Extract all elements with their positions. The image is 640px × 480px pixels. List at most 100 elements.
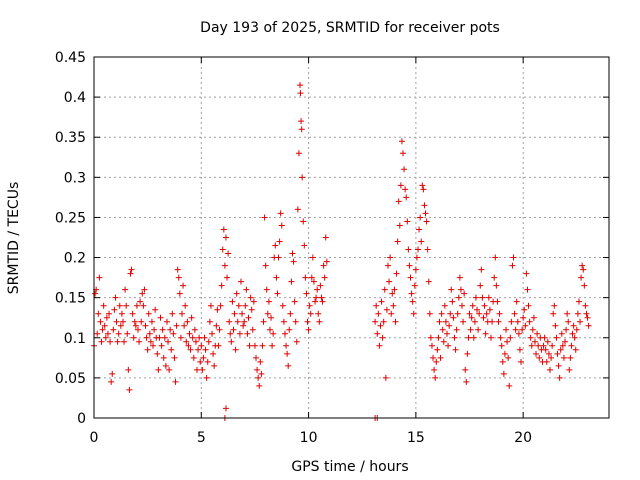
data-point (117, 322, 124, 329)
data-point (309, 254, 316, 261)
data-point (380, 318, 387, 325)
data-point (520, 314, 527, 321)
data-point (521, 306, 528, 313)
data-point (108, 378, 115, 385)
data-point (113, 318, 120, 325)
data-point (255, 374, 262, 381)
data-point (247, 294, 254, 301)
data-point (412, 266, 419, 273)
data-point (188, 314, 195, 321)
data-point (565, 318, 572, 325)
data-point (477, 282, 484, 289)
data-point (501, 350, 508, 357)
data-point (416, 226, 423, 233)
data-point (422, 210, 429, 217)
data-point (132, 322, 139, 329)
data-point (564, 310, 571, 317)
data-point (126, 386, 133, 393)
data-point (400, 150, 406, 157)
data-point (305, 326, 312, 333)
data-point (401, 166, 408, 173)
data-point (240, 322, 247, 329)
data-point (97, 318, 104, 325)
data-point (573, 326, 580, 333)
data-point (574, 310, 581, 317)
data-point (389, 290, 396, 297)
data-point (467, 326, 474, 333)
data-point (584, 314, 591, 321)
data-point (150, 342, 157, 349)
data-point (491, 274, 498, 281)
data-point (239, 310, 246, 317)
chart-title: Day 193 of 2025, SRMTID for receiver pot… (200, 20, 500, 36)
data-point (431, 366, 438, 373)
data-point (139, 290, 146, 297)
data-point (420, 186, 427, 193)
data-point (585, 322, 592, 329)
data-point (189, 334, 196, 341)
data-point (580, 266, 587, 273)
data-point (406, 262, 413, 269)
data-point (287, 310, 294, 317)
data-point (404, 218, 411, 225)
data-point (572, 346, 579, 353)
data-point (394, 238, 401, 245)
data-point (372, 318, 379, 325)
data-point (500, 370, 507, 377)
data-point (95, 310, 102, 317)
data-point (446, 322, 453, 329)
data-point (427, 334, 434, 341)
data-point (582, 302, 589, 309)
y-tick-label: 0.05 (55, 371, 86, 387)
data-point (403, 194, 410, 201)
data-point (504, 338, 511, 345)
y-tick-label: 0.1 (64, 331, 86, 347)
data-point (510, 254, 517, 261)
data-point (438, 310, 445, 317)
data-point (550, 310, 557, 317)
y-tick-label: 0.3 (64, 170, 86, 186)
data-point (156, 334, 163, 341)
data-point (297, 82, 303, 89)
data-point (434, 346, 441, 353)
data-point (203, 374, 210, 381)
data-point (245, 314, 252, 321)
data-point (115, 330, 122, 337)
data-point (577, 318, 584, 325)
data-point (92, 290, 99, 297)
data-point (486, 306, 493, 313)
data-point (231, 310, 238, 317)
data-point (177, 334, 184, 341)
data-point (263, 286, 270, 293)
data-point (411, 282, 418, 289)
plot-frame (93, 56, 610, 419)
data-point (237, 278, 244, 285)
data-point (181, 322, 188, 329)
data-point (557, 346, 564, 353)
data-point (297, 90, 304, 97)
data-point (165, 338, 172, 345)
data-point (312, 298, 319, 305)
data-point (457, 286, 464, 293)
data-point (386, 278, 393, 285)
data-point (184, 318, 191, 325)
data-point (204, 358, 211, 365)
data-point (373, 302, 380, 309)
data-point (299, 174, 306, 181)
data-point (583, 310, 590, 317)
data-point (163, 318, 170, 325)
data-point (306, 302, 313, 309)
data-point (280, 318, 287, 325)
data-point (527, 334, 534, 341)
data-point (418, 238, 425, 245)
data-point (485, 294, 492, 301)
data-point (415, 246, 422, 253)
data-point (124, 330, 131, 337)
data-point (154, 350, 161, 357)
data-point (196, 334, 203, 341)
data-point (190, 354, 197, 361)
data-point (465, 334, 472, 341)
data-point (276, 238, 283, 245)
data-point (209, 330, 216, 337)
data-point (523, 270, 530, 277)
